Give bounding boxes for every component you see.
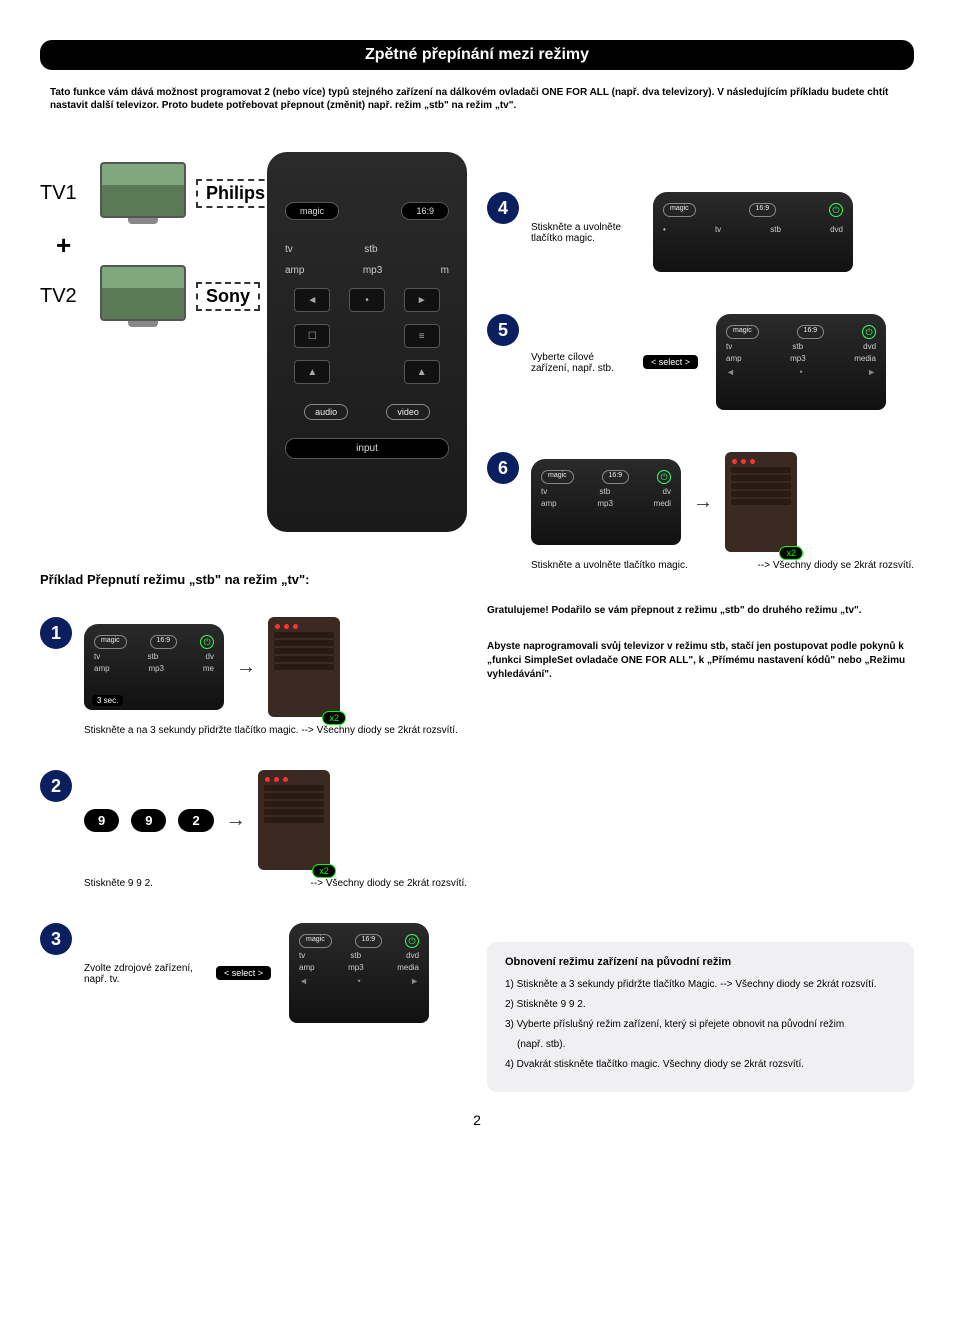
step-2-number: 2 <box>40 770 72 802</box>
select-badge: < select > <box>216 966 271 980</box>
arrow-right-icon: → <box>226 809 246 832</box>
step6-caption-b: --> Všechny diody se 2krát rozsvítí. <box>758 560 914 571</box>
hold-3sec-badge: 3 sec. <box>92 695 123 706</box>
step-5: 5 Vyberte cílové zařízení, např. stb. < … <box>487 314 914 418</box>
tv2-screen <box>100 265 186 321</box>
reset-step2: 2) Stiskněte 9 9 2. <box>505 998 896 1011</box>
step6-caption-a: Stiskněte a uvolněte tlačítko magic. <box>531 560 688 571</box>
intro-text: Tato funkce vám dává možnost programovat… <box>50 86 904 112</box>
step2-caption-a: Stiskněte 9 9 2. <box>84 878 153 889</box>
reset-step3: 3) Vyberte příslušný režim zařízení, kte… <box>505 1018 896 1031</box>
power-icon: ⏻ <box>200 635 214 649</box>
follow-text: Abyste naprogramovali svůj televizor v r… <box>487 640 914 682</box>
digit-9a: 9 <box>84 809 119 832</box>
x2-badge: x2 <box>322 711 346 725</box>
step4-caption: Stiskněte a uvolněte tlačítko magic. <box>531 222 641 244</box>
mode-stb: stb <box>364 244 377 255</box>
step-6-number: 6 <box>487 452 519 484</box>
mode-amp: amp <box>285 265 304 276</box>
digit-2: 2 <box>178 809 213 832</box>
arrow-right-icon: → <box>693 491 713 514</box>
step5-remote: magic16:9⏻ tvstbdvd ampmp3media ◄•► <box>716 314 886 410</box>
step1-caption: Stiskněte a na 3 sekundy přidržte tlačít… <box>84 725 467 736</box>
step-3: 3 Zvolte zdrojové zařízení, např. tv. < … <box>40 923 467 1031</box>
left-column: TV1 Philips + TV2 Sony <box>40 152 467 1092</box>
step-5-number: 5 <box>487 314 519 346</box>
step3-caption: Zvolte zdrojové zařízení, např. tv. <box>84 963 204 985</box>
reset-title: Obnovení režimu zařízení na původní reži… <box>505 956 896 968</box>
tv1-label: TV1 <box>40 182 90 205</box>
digit-9b: 9 <box>131 809 166 832</box>
step-4: 4 Stiskněte a uvolněte tlačítko magic. m… <box>487 192 914 280</box>
video-button: video <box>386 404 430 420</box>
nav-left-icon: ◄ <box>294 288 330 312</box>
congrats-text: Gratulujeme! Podařilo se vám přepnout z … <box>487 605 914 616</box>
brand1-box: Philips <box>196 179 275 208</box>
tv2-label: TV2 <box>40 285 90 308</box>
power-icon: ⏻ <box>829 203 843 217</box>
mode-tv: tv <box>285 244 293 255</box>
mode-m: m <box>441 265 449 276</box>
reset-step4: 4) Dvakrát stiskněte tlačítko magic. Vše… <box>505 1058 896 1071</box>
nav-dot: • <box>349 288 385 312</box>
arrow-right-icon: → <box>236 656 256 679</box>
x2-badge: x2 <box>312 864 336 878</box>
reset-box: Obnovení režimu zařízení na původní reži… <box>487 942 914 1092</box>
step1-remote: magic16:9⏻ tvstbdv ampmp3me 3 sec. <box>84 624 224 710</box>
nav-up2-icon: ▲ <box>404 360 440 384</box>
tv1-screen <box>100 162 186 218</box>
plus-icon: + <box>56 230 275 261</box>
nav-right-icon: ► <box>404 288 440 312</box>
step-6: 6 magic16:9⏻ tvstbdv ampmp3medi → x2 <box>487 452 914 571</box>
step5-caption: Vyberte cílové zařízení, např. stb. <box>531 352 631 374</box>
x2-badge: x2 <box>779 546 803 560</box>
right-column: 4 Stiskněte a uvolněte tlačítko magic. m… <box>487 152 914 1092</box>
power-icon: ⏻ <box>862 325 876 339</box>
ratio-button: 16:9 <box>401 202 449 220</box>
step-2: 2 9 9 2 → x2 Stiskněte 9 9 2. --> Všechn… <box>40 770 467 889</box>
magic-button: magic <box>285 202 339 220</box>
big-remote: magic 16:9 tv stb amp mp3 m ◄ • ► <box>267 152 467 532</box>
step-1-number: 1 <box>40 617 72 649</box>
example-heading: Příklad Přepnutí režimu „stb" na režim „… <box>40 572 467 587</box>
step2-board: x2 <box>258 770 330 870</box>
step-3-number: 3 <box>40 923 72 955</box>
step2-caption-b: --> Všechny diody se 2krát rozsvítí. <box>311 878 467 889</box>
nav-up1-icon: ▲ <box>294 360 330 384</box>
icon-box: ☐ <box>294 324 330 348</box>
step4-remote: magic16:9⏻ •tvstbdvd <box>653 192 853 272</box>
input-button: input <box>285 438 449 459</box>
step1-board: x2 <box>268 617 340 717</box>
brand2-box: Sony <box>196 282 260 311</box>
reset-step1: 1) Stiskněte a 3 sekundy přidržte tlačít… <box>505 978 896 991</box>
step-1: 1 magic16:9⏻ tvstbdv ampmp3me 3 sec. → x… <box>40 617 467 736</box>
reset-step3b: (např. stb). <box>505 1038 896 1051</box>
select-badge: < select > <box>643 355 698 369</box>
audio-button: audio <box>304 404 348 420</box>
power-icon: ⏻ <box>657 470 671 484</box>
section-title: Zpětné přepínání mezi režimy <box>40 40 914 70</box>
mode-mp3: mp3 <box>363 265 382 276</box>
step-4-number: 4 <box>487 192 519 224</box>
step6-remote: magic16:9⏻ tvstbdv ampmp3medi <box>531 459 681 545</box>
power-icon: ⏻ <box>405 934 419 948</box>
page-number: 2 <box>40 1112 914 1128</box>
icon-list: ≡ <box>404 324 440 348</box>
step6-board: x2 <box>725 452 797 552</box>
step3-remote: magic16:9⏻ tvstbdvd ampmp3media ◄•► <box>289 923 429 1023</box>
